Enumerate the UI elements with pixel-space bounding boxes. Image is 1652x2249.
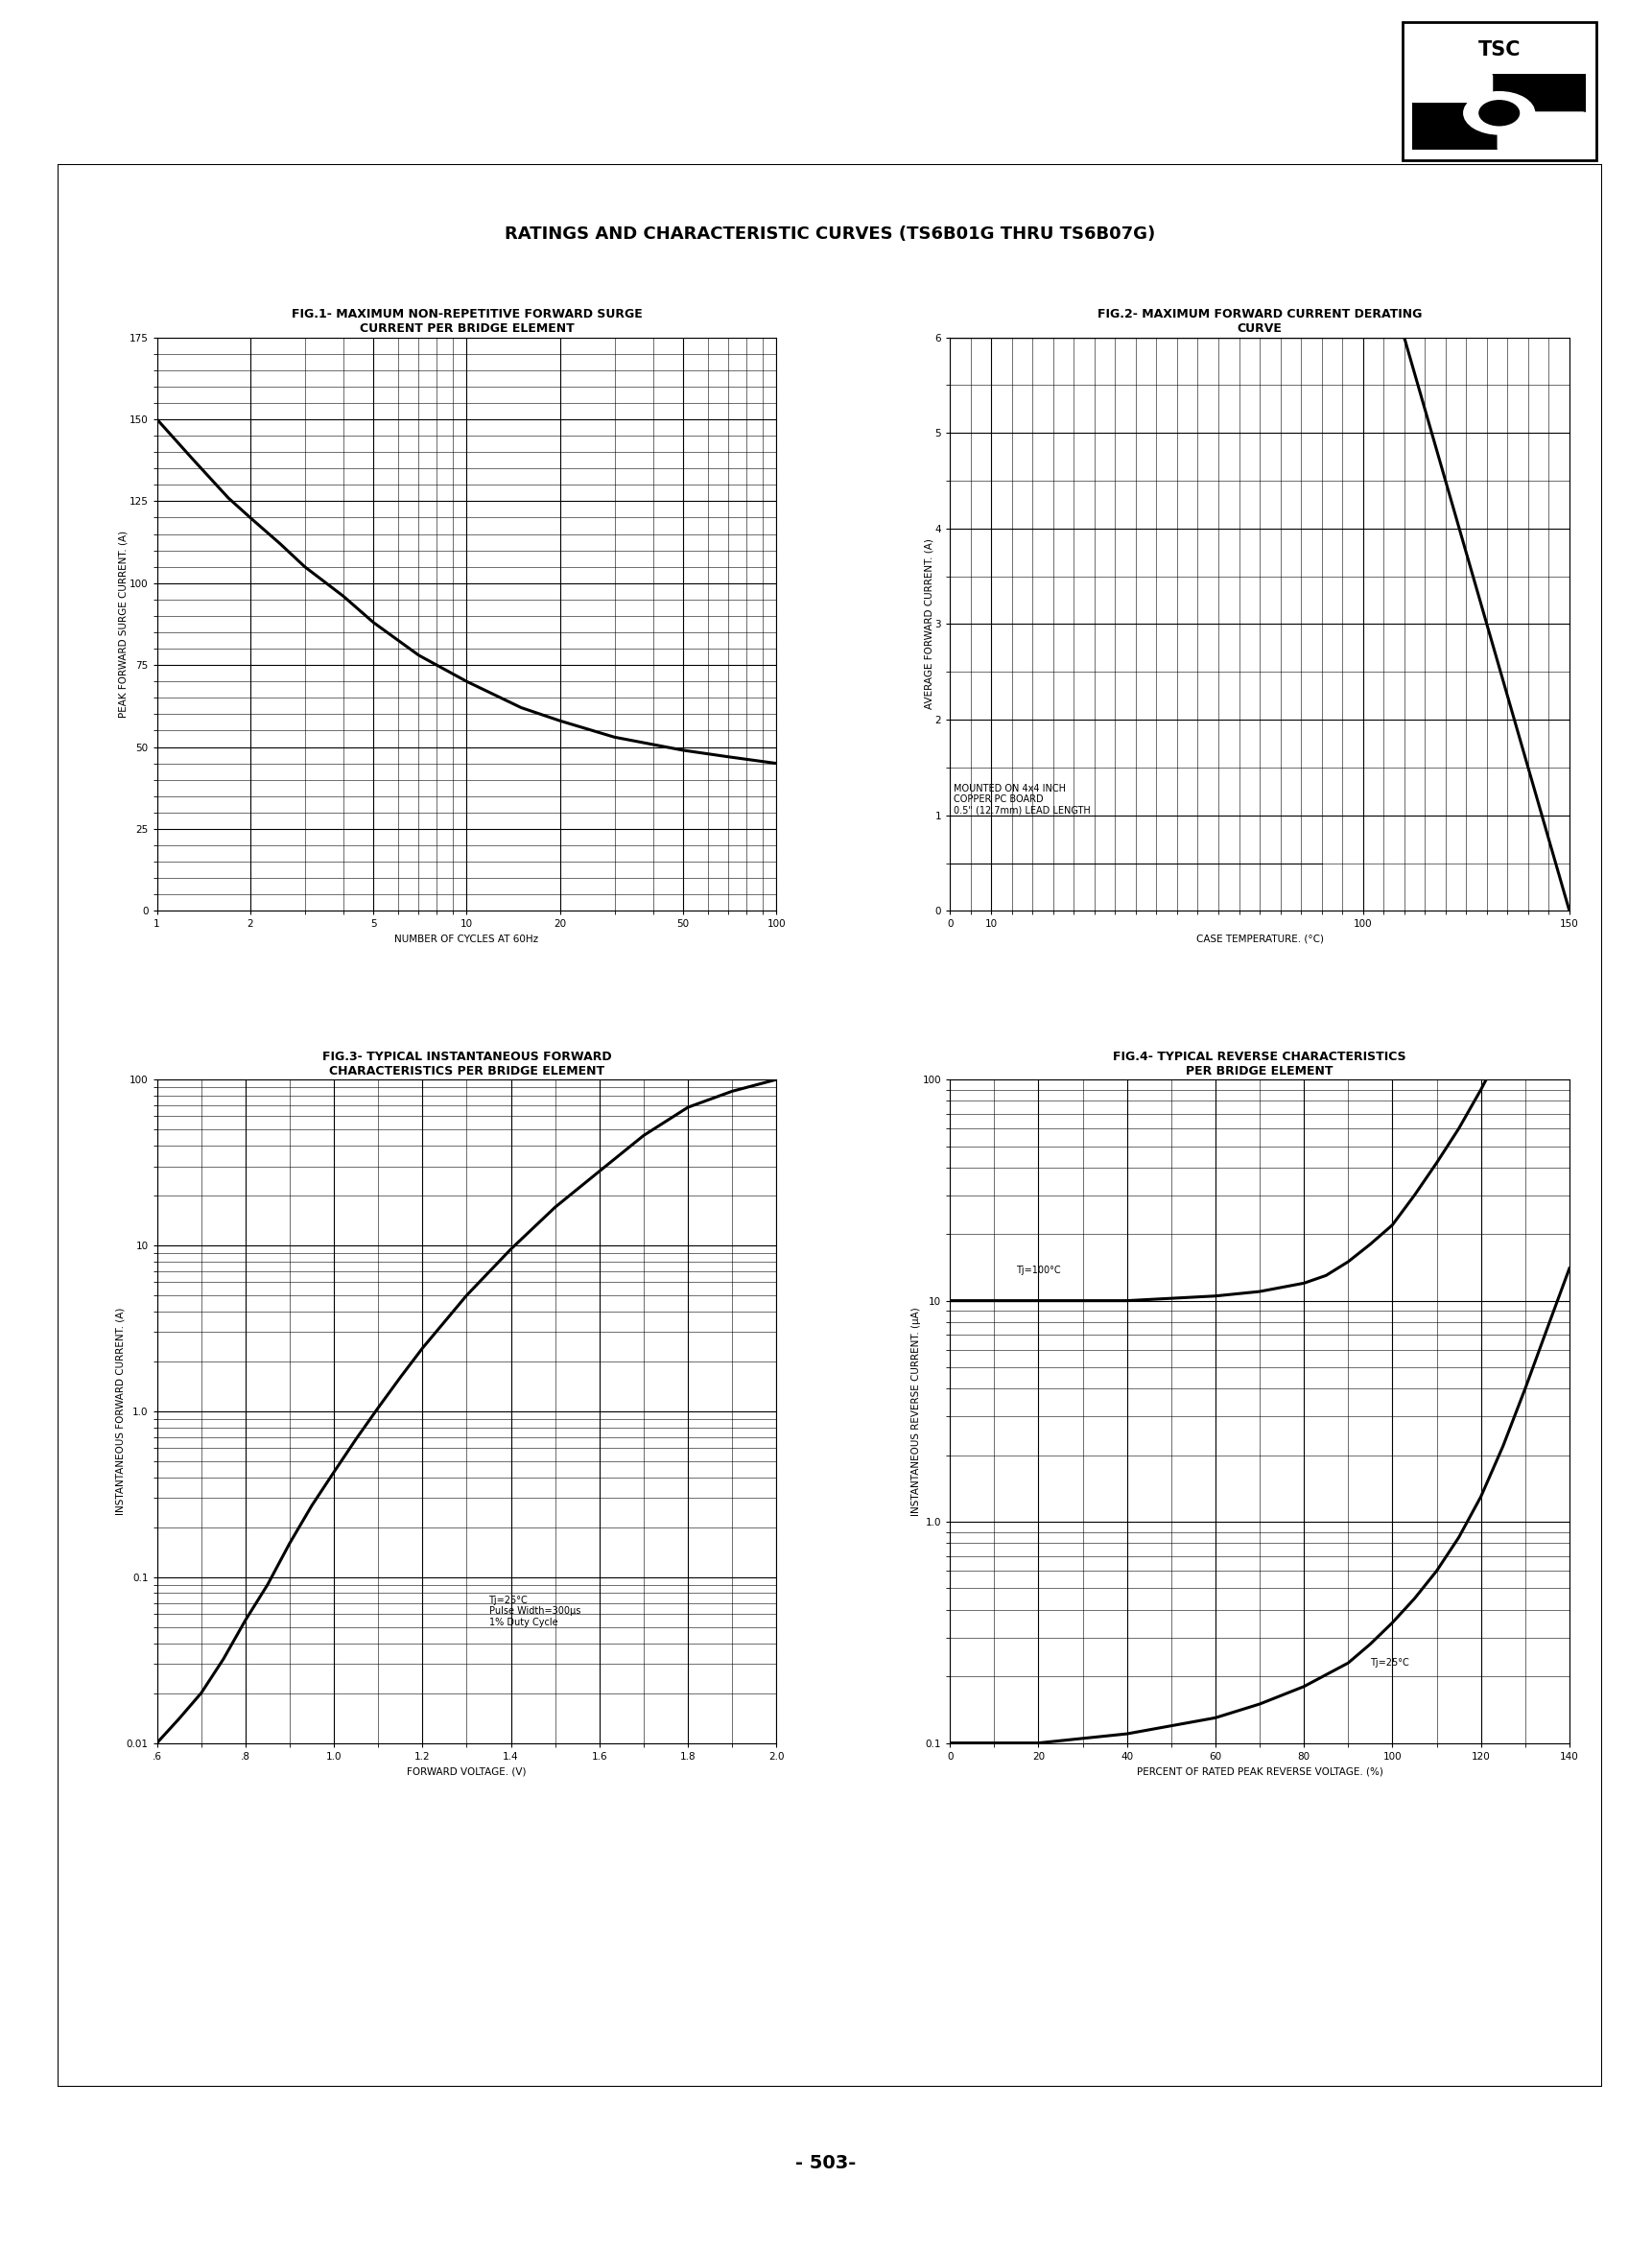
Text: Tj=100°C: Tj=100°C — [1016, 1266, 1061, 1275]
X-axis label: FORWARD VOLTAGE. (V): FORWARD VOLTAGE. (V) — [406, 1765, 527, 1777]
Ellipse shape — [1479, 99, 1520, 126]
Text: MOUNTED ON 4x4 INCH
COPPER PC BOARD
0.5" (12.7mm) LEAD LENGTH: MOUNTED ON 4x4 INCH COPPER PC BOARD 0.5"… — [953, 783, 1090, 816]
Title: FIG.4- TYPICAL REVERSE CHARACTERISTICS
PER BRIDGE ELEMENT: FIG.4- TYPICAL REVERSE CHARACTERISTICS P… — [1113, 1050, 1406, 1077]
Y-axis label: INSTANTANEOUS REVERSE CURRENT. (μA): INSTANTANEOUS REVERSE CURRENT. (μA) — [912, 1307, 922, 1516]
Title: FIG.1- MAXIMUM NON-REPETITIVE FORWARD SURGE
CURRENT PER BRIDGE ELEMENT: FIG.1- MAXIMUM NON-REPETITIVE FORWARD SU… — [291, 308, 643, 335]
Text: Tj=25°C: Tj=25°C — [1370, 1658, 1409, 1667]
Text: Tj=25°C
Pulse Width=300μs
1% Duty Cycle: Tj=25°C Pulse Width=300μs 1% Duty Cycle — [489, 1595, 580, 1626]
X-axis label: NUMBER OF CYCLES AT 60Hz: NUMBER OF CYCLES AT 60Hz — [395, 933, 539, 945]
Title: FIG.3- TYPICAL INSTANTANEOUS FORWARD
CHARACTERISTICS PER BRIDGE ELEMENT: FIG.3- TYPICAL INSTANTANEOUS FORWARD CHA… — [322, 1050, 611, 1077]
Y-axis label: INSTANTANEOUS FORWARD CURRENT. (A): INSTANTANEOUS FORWARD CURRENT. (A) — [116, 1307, 126, 1516]
Ellipse shape — [1464, 92, 1535, 135]
FancyBboxPatch shape — [1408, 72, 1493, 103]
Text: - 503-: - 503- — [796, 2155, 856, 2173]
Y-axis label: AVERAGE FORWARD CURRENT. (A): AVERAGE FORWARD CURRENT. (A) — [923, 540, 933, 708]
Y-axis label: PEAK FORWARD SURGE CURRENT. (A): PEAK FORWARD SURGE CURRENT. (A) — [119, 531, 127, 717]
X-axis label: CASE TEMPERATURE. (°C): CASE TEMPERATURE. (°C) — [1196, 933, 1323, 945]
Text: TSC: TSC — [1479, 40, 1520, 61]
Text: RATINGS AND CHARACTERISTIC CURVES (TS6B01G THRU TS6B07G): RATINGS AND CHARACTERISTIC CURVES (TS6B0… — [506, 225, 1155, 243]
X-axis label: PERCENT OF RATED PEAK REVERSE VOLTAGE. (%): PERCENT OF RATED PEAK REVERSE VOLTAGE. (… — [1137, 1765, 1383, 1777]
Bar — [1412, 74, 1586, 151]
FancyBboxPatch shape — [1497, 112, 1588, 153]
Title: FIG.2- MAXIMUM FORWARD CURRENT DERATING
CURVE: FIG.2- MAXIMUM FORWARD CURRENT DERATING … — [1097, 308, 1422, 335]
